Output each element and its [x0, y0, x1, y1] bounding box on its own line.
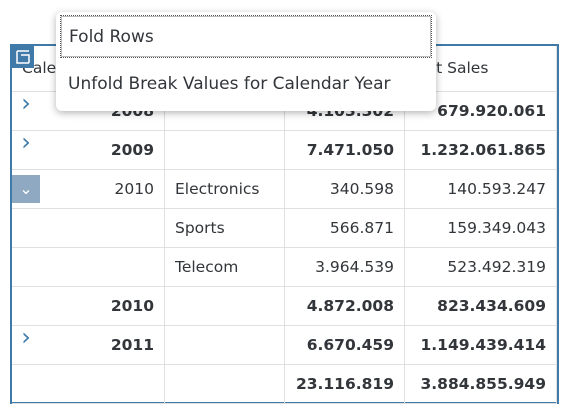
table-cell: 679.920.061 — [405, 92, 557, 131]
table-cell — [12, 365, 165, 404]
table-cell: 23.116.819 — [285, 365, 405, 404]
context-menu: Fold Rows Unfold Break Values for Calenda… — [56, 12, 436, 111]
table-cell — [165, 287, 285, 326]
table-cell: Sports — [165, 209, 285, 248]
expand-toggle[interactable]: › — [21, 89, 31, 117]
table-cell — [165, 326, 285, 365]
table-cell: 3.964.539 — [285, 248, 405, 287]
expand-toggle[interactable]: › — [21, 128, 31, 156]
table-cell: Electronics — [165, 170, 285, 209]
table-cell: 2011 — [12, 326, 165, 365]
table-cell: 6.670.459 — [285, 326, 405, 365]
table-cell: 3.884.855.949 — [405, 365, 557, 404]
table-cell: 2010 — [12, 170, 165, 209]
table: Calendar YearNet Sales20084.103.302679.9… — [10, 44, 559, 404]
table-cell: 140.593.247 — [405, 170, 557, 209]
table-cell: 4.872.008 — [285, 287, 405, 326]
menu-item[interactable]: Unfold Break Values for Calendar Year — [68, 74, 391, 94]
table-cell: 1.149.439.414 — [405, 326, 557, 365]
table-cell: 7.471.050 — [285, 131, 405, 170]
table-cell: 2009 — [12, 131, 165, 170]
table-cell: 1.232.061.865 — [405, 131, 557, 170]
table-cell — [165, 92, 285, 131]
table-cell: 566.871 — [285, 209, 405, 248]
icon-glyph — [16, 50, 30, 64]
table-cell: 340.598 — [285, 170, 405, 209]
table-cell — [165, 131, 285, 170]
expand-toggle[interactable]: ⌄ — [12, 175, 40, 203]
table-cell — [165, 365, 285, 404]
table-cell: 523.492.319 — [405, 248, 557, 287]
table-cell: 823.434.609 — [405, 287, 557, 326]
table-icon[interactable] — [12, 46, 34, 68]
table-cell — [12, 248, 165, 287]
table-cell: Telecom — [165, 248, 285, 287]
table-cell: 159.349.043 — [405, 209, 557, 248]
menu-item[interactable]: Fold Rows — [60, 15, 432, 58]
expand-toggle[interactable]: › — [21, 323, 31, 351]
table-cell — [12, 209, 165, 248]
table-cell: 2010 — [12, 287, 165, 326]
